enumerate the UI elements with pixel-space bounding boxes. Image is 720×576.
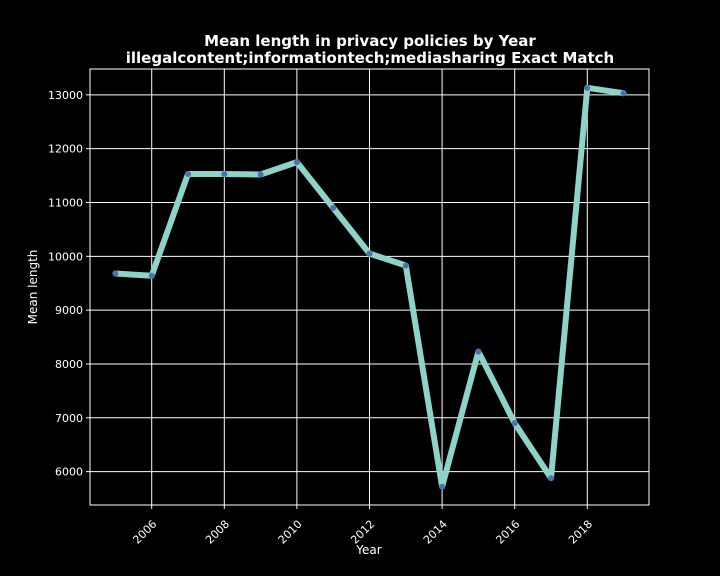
y-tick-label: 11000 bbox=[48, 196, 83, 209]
data-point bbox=[221, 170, 228, 177]
y-tick-label: 10000 bbox=[48, 250, 83, 263]
data-point bbox=[185, 170, 192, 177]
data-point bbox=[620, 90, 627, 97]
x-tick-label: 2008 bbox=[203, 518, 232, 547]
y-tick-label: 13000 bbox=[48, 89, 83, 102]
y-axis-label: Mean length bbox=[26, 250, 40, 325]
data-point bbox=[257, 171, 264, 178]
axis-ticks: 2006 2008 2010 2012 2014 2016 2018600070008000… bbox=[48, 89, 595, 547]
x-axis-label: Year bbox=[355, 543, 381, 557]
data-series bbox=[112, 84, 627, 490]
grid-lines bbox=[90, 69, 649, 505]
data-point bbox=[148, 272, 155, 279]
chart-title-line-2: illegalcontent;informationtech;mediashar… bbox=[126, 49, 615, 67]
chart-title-line-1: Mean length in privacy policies by Year bbox=[204, 32, 536, 50]
x-tick-label: 2016 bbox=[493, 518, 522, 547]
x-tick-label: 2014 bbox=[421, 518, 450, 547]
data-point bbox=[547, 475, 554, 482]
y-tick-label: 7000 bbox=[55, 412, 83, 425]
data-point bbox=[402, 262, 409, 269]
x-tick-label: 2018 bbox=[566, 518, 595, 547]
y-tick-label: 6000 bbox=[55, 466, 83, 479]
data-point bbox=[112, 270, 119, 277]
data-point bbox=[439, 483, 446, 490]
data-point bbox=[584, 84, 591, 91]
data-point bbox=[330, 204, 337, 211]
data-point bbox=[366, 250, 373, 257]
x-tick-label: 2010 bbox=[276, 518, 305, 547]
data-point bbox=[511, 420, 518, 427]
y-tick-label: 8000 bbox=[55, 358, 83, 371]
y-tick-label: 9000 bbox=[55, 304, 83, 317]
data-point bbox=[293, 159, 300, 166]
x-tick-label: 2006 bbox=[130, 518, 159, 547]
y-tick-label: 12000 bbox=[48, 143, 83, 156]
data-point bbox=[475, 348, 482, 355]
